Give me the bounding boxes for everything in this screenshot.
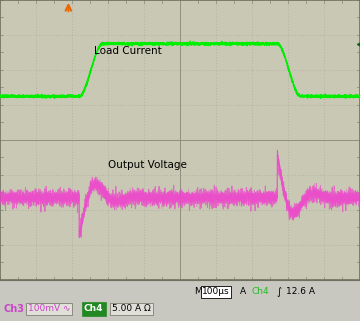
- Text: Ch3: Ch3: [3, 304, 24, 314]
- Text: 100mV ∿: 100mV ∿: [28, 305, 71, 314]
- Text: M: M: [194, 287, 202, 296]
- Text: Ch4: Ch4: [252, 287, 270, 296]
- Text: 12.6 A: 12.6 A: [286, 287, 315, 296]
- Text: A: A: [240, 287, 246, 296]
- Text: 5.00 A Ω: 5.00 A Ω: [112, 305, 151, 314]
- Text: Ch4: Ch4: [84, 305, 104, 314]
- Text: Output Voltage: Output Voltage: [108, 160, 187, 170]
- Text: Load Current: Load Current: [94, 46, 161, 56]
- Text: ∫: ∫: [276, 287, 281, 297]
- Text: 100µs: 100µs: [202, 287, 230, 296]
